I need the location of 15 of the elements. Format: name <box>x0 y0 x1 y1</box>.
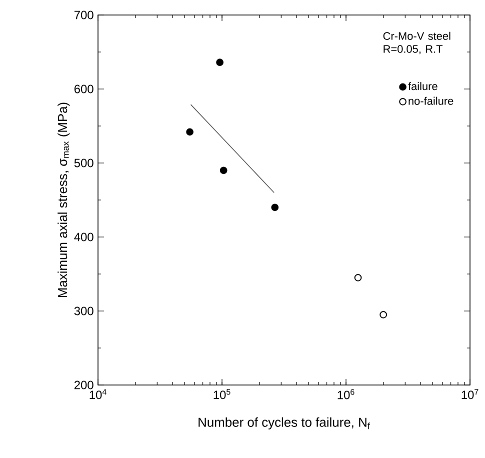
y-axis-title: Maximum axial stress, σ$_{max}$ (MPa) <box>58 102 70 298</box>
legend-label: no-failure <box>408 96 454 105</box>
x-tick-label: 10$^{6}$ <box>338 389 354 400</box>
y-tick-label: 300 <box>74 306 94 316</box>
y-tick-label: 500 <box>74 158 94 168</box>
x-tick-label: 10$^{7}$ <box>462 389 478 400</box>
legend-label: failure <box>408 82 438 90</box>
y-tick-label: 600 <box>74 84 94 94</box>
y-tick-label: 700 <box>74 10 94 20</box>
legend-title: Cr-Mo-V steel R=0.05, R.T <box>383 32 450 54</box>
x-tick-label: 10$^{5}$ <box>214 389 230 400</box>
x-axis-title: Number of cycles to failure, N$_{f}$ <box>198 417 370 430</box>
x-tick-label: 10$^{4}$ <box>90 389 106 400</box>
y-tick-label: 200 <box>74 380 94 390</box>
y-tick-label: 400 <box>74 232 94 242</box>
